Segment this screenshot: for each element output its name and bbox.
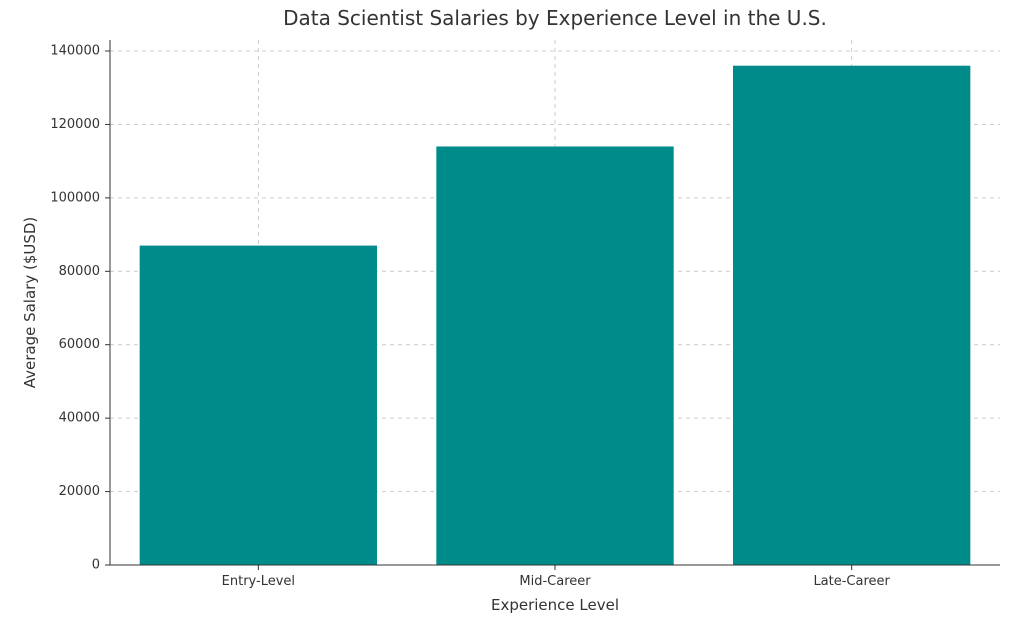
- chart-title: Data Scientist Salaries by Experience Le…: [283, 6, 827, 30]
- y-tick-label: 140000: [50, 44, 100, 59]
- y-tick-label: 60000: [59, 337, 100, 352]
- x-tick-label: Mid-Career: [519, 574, 591, 589]
- bar: [436, 146, 673, 565]
- bar: [140, 246, 377, 565]
- chart-svg: 0 20000 40000 60000 80000 100000 120000 140000 E…: [0, 0, 1024, 637]
- salary-bar-chart: 0 20000 40000 60000 80000 100000 120000 140000 E…: [0, 0, 1024, 637]
- x-tick-label: Late-Career: [813, 574, 890, 589]
- y-tick-label: 0: [92, 558, 100, 573]
- y-tick-label: 120000: [50, 117, 100, 132]
- y-tick-label: 40000: [59, 411, 100, 426]
- y-axis-label: Average Salary ($USD): [21, 217, 39, 389]
- y-tick-label: 20000: [59, 484, 100, 499]
- x-axis-label: Experience Level: [491, 596, 619, 614]
- y-tick-label: 80000: [59, 264, 100, 279]
- y-tick-label: 100000: [50, 190, 100, 205]
- x-tick-label: Entry-Level: [222, 574, 295, 589]
- bar: [733, 66, 970, 565]
